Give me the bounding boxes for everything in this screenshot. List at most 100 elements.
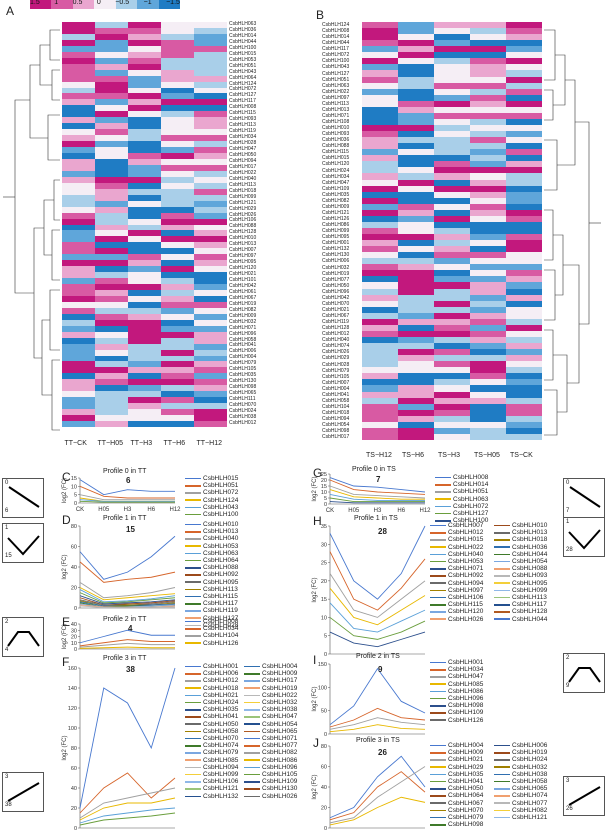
heatmap-cell (194, 266, 227, 273)
heatmap-cell (434, 106, 470, 113)
legend-label: CsbHLH064 (448, 792, 484, 800)
legend-item: CsbHLH026 (430, 616, 483, 623)
heatmap-row-label: CsbHLH032 (229, 318, 257, 325)
legend-swatch (494, 611, 510, 613)
heatmap-cell (506, 288, 542, 295)
series-line (329, 707, 426, 728)
heatmap-cell (434, 161, 470, 168)
legend-swatch (494, 539, 510, 541)
heatmap-cell (434, 203, 470, 210)
heatmap-cell (62, 218, 95, 225)
heatmap-cell (434, 240, 470, 247)
legend-label: CsbHLH117 (512, 601, 547, 609)
legend-label: CsbHLH077 (262, 742, 298, 750)
series-line (79, 589, 176, 603)
heatmap-cell (194, 69, 227, 76)
y-tick-label: 140 (68, 686, 77, 692)
heatmap-cell (194, 129, 227, 136)
heatmap-cell (128, 319, 161, 326)
legend-label: CsbHLH044 (512, 550, 548, 558)
heatmap-cell (128, 331, 161, 338)
heatmap-row-label: CsbHLH128 (229, 229, 257, 236)
legend-label: CsbHLH013 (203, 528, 239, 536)
heatmap-row-label: CsbHLH079 (229, 360, 257, 367)
color-key-swatch (72, 0, 95, 9)
legend-swatch (430, 575, 446, 577)
heatmap-cell (398, 300, 434, 307)
heatmap-row-label: CsbHLH065 (229, 390, 257, 397)
heatmap-cell (194, 361, 227, 368)
heatmap-cell (434, 276, 470, 283)
heatmap-cell (434, 282, 470, 289)
heatmap-cell (470, 282, 506, 289)
heatmap-a-row-labels: CsbHLH063 CsbHLH036 CsbHLH014 CsbHLH044 CsbH… (229, 21, 257, 427)
heatmap-cell (62, 212, 95, 219)
heatmap-row-label: CsbHLH071 (322, 112, 350, 119)
heatmap-cell (128, 379, 161, 386)
legend-item: CsbHLH054 (244, 721, 297, 728)
heatmap-cell (128, 278, 161, 285)
legend-swatch (494, 532, 510, 534)
heatmap-cell (362, 179, 398, 186)
heatmap-cell (194, 379, 227, 386)
heatmap-cell (194, 409, 227, 416)
heatmap-a-column-labels: TT−CK TT−H05 TT−H3 TT−H6 TT−H12 (62, 440, 227, 450)
legend-item: CsbHLH105 (244, 771, 297, 778)
heatmap-cell (128, 355, 161, 362)
heatmap-cell (95, 421, 128, 427)
heatmap-cell (506, 379, 542, 386)
heatmap-cell (398, 361, 434, 368)
heatmap-cell (398, 246, 434, 253)
legend-item: CsbHLH024 (185, 699, 238, 706)
heatmap-cell (398, 209, 434, 216)
heatmap-row-label: CsbHLH105 (322, 373, 350, 380)
legend-swatch (430, 809, 446, 812)
legend-swatch (430, 759, 446, 761)
heatmap-row-label: CsbHLH021 (229, 271, 257, 278)
heatmap-row-label: CsbHLH047 (229, 146, 257, 153)
heatmap-cell (95, 403, 128, 410)
legend-label: CsbHLH064 (203, 557, 239, 565)
legend-item: CsbHLH085 (185, 757, 238, 764)
heatmap-cell (128, 147, 161, 154)
legend-swatch (185, 485, 201, 487)
legend-swatch (430, 589, 446, 592)
legend-swatch (244, 745, 260, 747)
heatmap-cell (434, 112, 470, 119)
legend-label: CsbHLH035 (448, 770, 484, 778)
heatmap-cell (62, 349, 95, 356)
heatmap-cell (506, 318, 542, 325)
legend-item: CsbHLH065 (494, 785, 547, 792)
heatmap-row-label: CsbHLH038 (229, 413, 257, 420)
y-tick-label: 10 (321, 615, 327, 621)
profile-thumb-d-top: 1 (5, 525, 9, 531)
legend-item: CsbHLH053 (185, 543, 238, 550)
heatmap-cell (506, 270, 542, 277)
heatmap-col-label: TT−H6 (163, 440, 186, 447)
heatmap-cell (194, 242, 227, 249)
x-tick-label: H05 (348, 508, 360, 514)
heatmap-row-label: CsbHLH117 (229, 98, 256, 105)
heatmap-cell (95, 117, 128, 124)
y-axis-label: log2 (FC) (312, 686, 318, 711)
heatmap-cell (362, 276, 398, 283)
dendrogram-left-a (3, 29, 60, 431)
legend-swatch (185, 492, 201, 494)
profile-thumb-i-top: 2 (566, 655, 570, 661)
legend-swatch (244, 737, 260, 740)
legend-item: CsbHLH070 (430, 807, 483, 814)
legend-label: CsbHLH021 (448, 756, 484, 764)
heatmap-cell (62, 254, 95, 261)
heatmap-cell (95, 141, 128, 148)
heatmap-row-label: CsbHLH119 (322, 319, 349, 326)
panel-letter-i: I (313, 653, 317, 667)
panel-letter-f: F (62, 655, 70, 669)
legend-item: CsbHLH121 (185, 785, 238, 792)
legend-label: CsbHLH082 (512, 806, 548, 814)
legend-swatch (430, 697, 446, 700)
profile-h-count: 28 (378, 527, 387, 536)
heatmap-cell (161, 373, 194, 380)
heatmap-cell (362, 40, 398, 47)
heatmap-col-label: TS−H3 (438, 452, 460, 459)
heatmap-cell (161, 307, 194, 314)
